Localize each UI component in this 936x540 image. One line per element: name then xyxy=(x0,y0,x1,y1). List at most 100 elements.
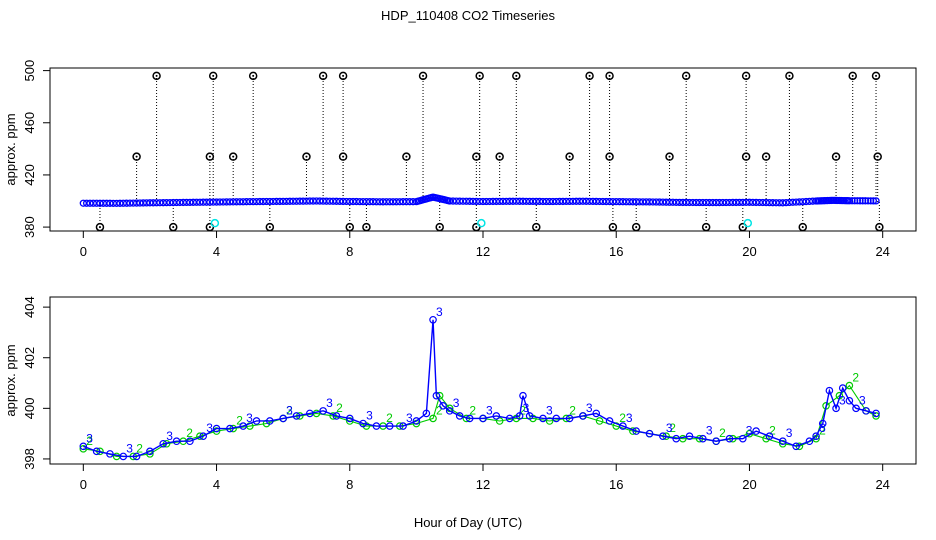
top-baseline-point xyxy=(512,197,520,205)
top-baseline-fill-point xyxy=(752,198,760,207)
top-baseline-point xyxy=(679,198,687,207)
top-baseline-fill-point xyxy=(715,198,724,207)
top-baseline-fill-point xyxy=(289,197,297,205)
top-baseline-fill-point xyxy=(689,198,697,207)
bottom-series-label-0: 3 xyxy=(126,441,133,455)
top-baseline-fill-point xyxy=(702,198,710,207)
top-low-outlier-dot xyxy=(801,226,804,229)
top-baseline-fill-point xyxy=(632,198,640,206)
top-baseline-fill-point xyxy=(629,198,637,206)
bottom-series-point-0 xyxy=(619,422,627,430)
top-baseline-fill-point xyxy=(256,197,264,206)
top-baseline-fill-point xyxy=(725,198,734,207)
top-baseline-point xyxy=(212,198,221,206)
top-baseline-fill-point xyxy=(844,197,852,205)
top-baseline-fill-point xyxy=(505,197,514,205)
top-baseline-fill-point xyxy=(795,198,804,206)
bottom-series-point-0 xyxy=(792,442,800,451)
bottom-series-label-1: 2 xyxy=(669,421,676,435)
top-baseline-fill-point xyxy=(342,197,351,206)
top-baseline-fill-point xyxy=(139,199,147,207)
top-mid-outlier-dot xyxy=(876,155,879,158)
top-baseline-fill-point xyxy=(476,197,484,206)
bottom-series-point-0 xyxy=(492,412,501,420)
top-baseline-fill-point xyxy=(86,199,94,207)
top-baseline-point xyxy=(79,199,87,207)
top-mid-outlier-dot xyxy=(475,155,478,158)
top-low-outlier xyxy=(435,222,444,232)
top-high-outlier-dot xyxy=(608,74,611,77)
top-high-outlier xyxy=(871,71,881,81)
top-baseline-fill-point xyxy=(722,198,730,207)
top-mid-outlier xyxy=(741,152,751,161)
top-low-outlier-dot xyxy=(172,226,175,229)
top-high-outlier-dot xyxy=(788,74,791,77)
bottom-series-label-0: 3 xyxy=(436,305,443,319)
bottom-series-point-0 xyxy=(812,432,820,440)
bottom-series-point-0 xyxy=(539,414,547,423)
top-high-outlier xyxy=(585,71,594,81)
top-baseline-fill-point xyxy=(229,198,237,206)
top-baseline-fill-point xyxy=(176,198,184,207)
bottom-series-label-0: 3 xyxy=(706,424,713,438)
bottom-series-point-0 xyxy=(305,409,314,418)
bottom-series-point-0 xyxy=(385,422,394,430)
top-high-outlier-dot xyxy=(322,74,325,77)
bottom-series-point-1 xyxy=(845,381,854,390)
top-baseline-fill-point xyxy=(489,197,497,206)
top-baseline-fill-point xyxy=(156,199,164,207)
top-baseline-fill-point xyxy=(559,197,567,206)
bottom-series-point-0 xyxy=(92,447,101,456)
top-mid-outlier-dot xyxy=(405,155,408,158)
top-low-outlier-dot xyxy=(98,226,101,229)
top-baseline-fill-point xyxy=(444,196,452,205)
bottom-series-label-1: 2 xyxy=(769,424,776,438)
top-baseline-fill-point xyxy=(92,199,101,207)
top-low-outlier-dot xyxy=(635,226,638,229)
top-baseline-fill-point xyxy=(262,197,271,206)
top-baseline-fill-point xyxy=(659,198,667,206)
bottom-series-point-0 xyxy=(119,452,128,461)
bottom-series-point-0 xyxy=(345,414,354,423)
top-baseline-fill-point xyxy=(109,199,117,207)
top-baseline-fill-point xyxy=(409,198,417,206)
top-baseline-fill-point xyxy=(867,197,875,205)
top-mid-outlier-dot xyxy=(568,155,571,158)
top-baseline-fill-point xyxy=(856,197,864,205)
top-baseline-fill-point xyxy=(209,198,217,206)
top-high-outlier-dot xyxy=(155,74,158,77)
bottom-series-point-0 xyxy=(186,437,194,446)
top-baseline-fill-point xyxy=(472,197,480,206)
top-high-outlier-dot xyxy=(212,74,215,77)
top-baseline-fill-point xyxy=(186,198,194,207)
bottom-series-label-1: 2 xyxy=(86,434,93,448)
top-y-tick-label: 460 xyxy=(22,112,37,134)
top-y-tick-label: 420 xyxy=(22,164,37,186)
top-baseline-fill-point xyxy=(449,197,457,205)
top-low-outlier xyxy=(798,222,808,232)
top-baseline-fill-point xyxy=(242,198,251,206)
top-baseline-fill-point xyxy=(529,197,537,206)
top-baseline-fill-point xyxy=(809,197,817,205)
top-baseline-fill-point xyxy=(572,197,580,205)
bottom-series-point-1 xyxy=(495,417,504,425)
bottom-series-point-0 xyxy=(372,422,381,430)
bottom-series-point-0 xyxy=(359,419,367,428)
top-baseline-fill-point xyxy=(282,197,291,206)
top-high-outlier xyxy=(208,71,218,81)
top-mid-outlier xyxy=(132,152,141,161)
bottom-series-point-0 xyxy=(79,442,88,451)
bottom-series-point-0 xyxy=(422,409,431,418)
top-baseline-fill-point xyxy=(575,197,584,205)
top-baseline-fill-point xyxy=(669,198,677,206)
top-baseline-fill-point xyxy=(635,198,644,206)
top-mid-outlier-dot xyxy=(608,155,611,158)
bottom-series-point-0 xyxy=(592,409,601,418)
top-baseline-fill-point xyxy=(765,198,774,207)
top-low-outlier xyxy=(345,222,355,232)
bottom-series-label-0: 3 xyxy=(326,396,333,410)
top-high-outlier-dot xyxy=(875,74,878,77)
bottom-series-label-0: 3 xyxy=(523,401,530,415)
top-baseline-fill-point xyxy=(652,198,660,206)
